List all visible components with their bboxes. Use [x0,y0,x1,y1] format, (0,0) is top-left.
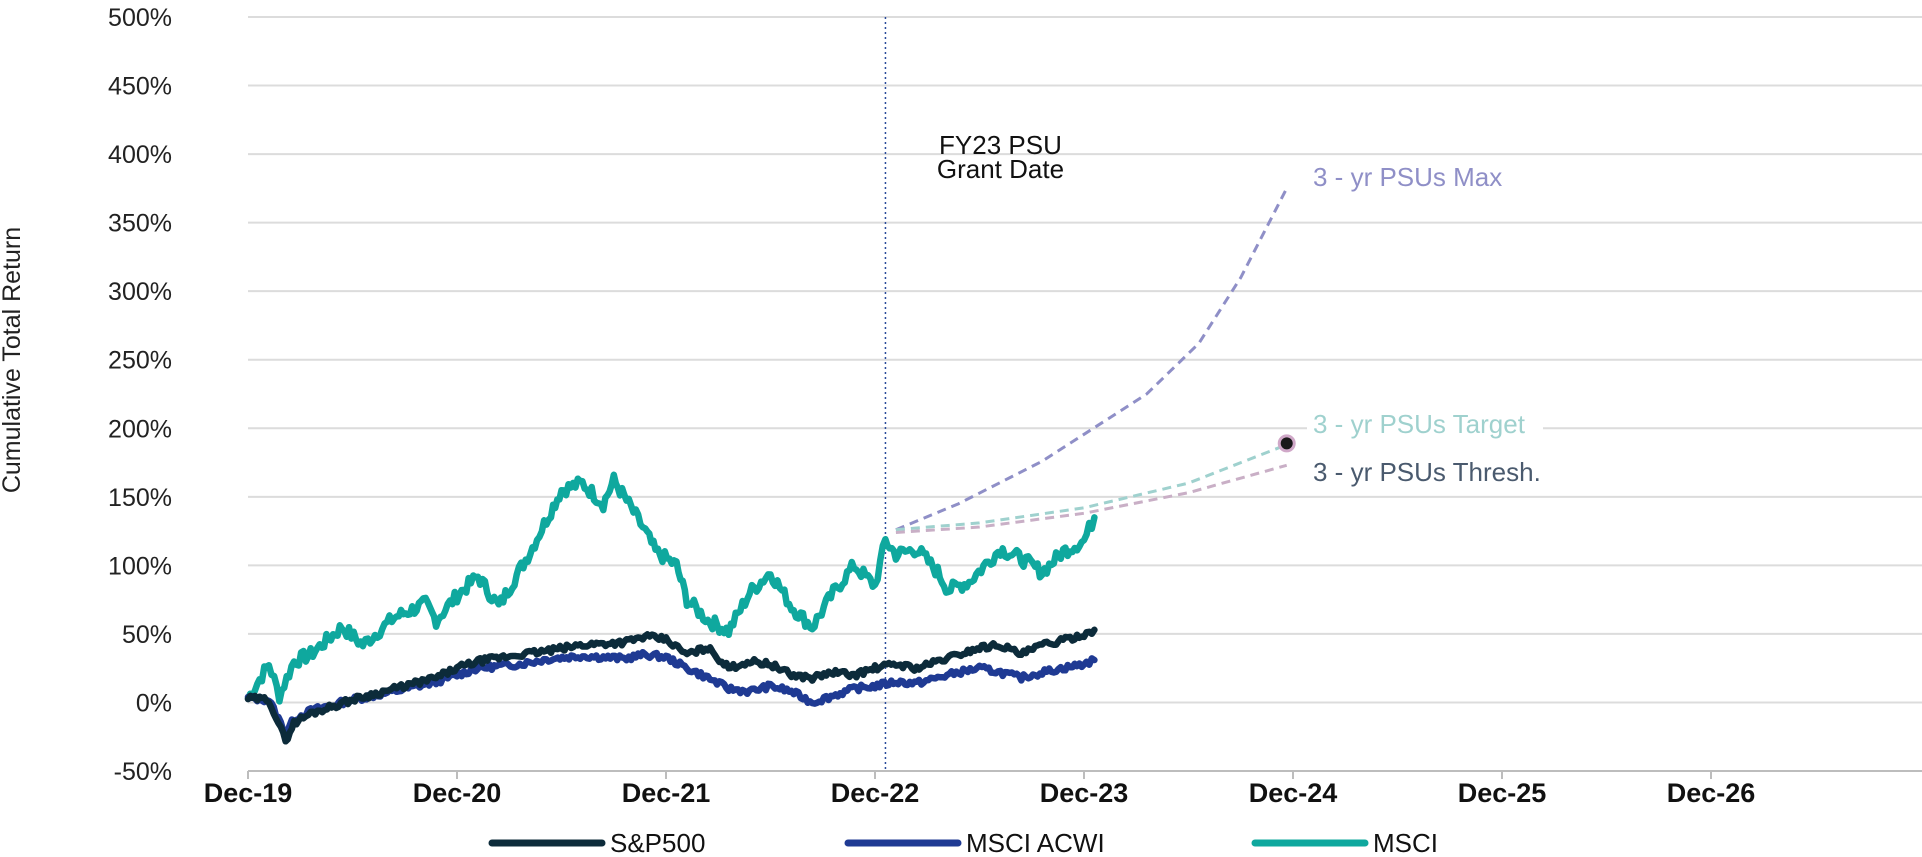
x-tick-label: Dec-26 [1667,778,1756,808]
x-tick-label: Dec-21 [622,778,711,808]
y-tick-label: 250% [108,347,172,375]
grant-date-label-line1: FY23 PSU [939,130,1062,160]
y-axis-ticks: -50% 0% 50% 100% 150% 200% 250% 300% 350% 400% 450… [108,4,172,786]
y-tick-label: 50% [122,621,172,649]
y-tick-label: -50% [114,758,172,786]
y-tick-label: 150% [108,484,172,512]
y-axis-label: Cumulative Total Return [0,227,26,493]
series-lines [244,471,1098,745]
projection-lines: 3 - yr PSUs Max 3 - yr PSUs Target 3 - yr … [895,162,1543,534]
x-axis-ticks: Dec-19 Dec-20 Dec-21 Dec-22 Dec-23 Dec-24 Dec-… [204,771,1756,808]
y-tick-label: 300% [108,278,172,306]
y-tick-label: 100% [108,552,172,580]
projection-label: 3 - yr PSUs Max [1313,162,1502,192]
x-tick-label: Dec-23 [1040,778,1129,808]
x-tick-label: Dec-24 [1249,778,1338,808]
y-tick-label: 450% [108,73,172,101]
series-line-msci [244,471,1098,705]
x-tick-label: Dec-22 [831,778,920,808]
x-tick-label: Dec-19 [204,778,293,808]
legend-label: S&P500 [610,828,705,857]
legend-label: MSCI ACWI [966,828,1105,857]
projection-label-bg [1307,409,1543,441]
legend-label: MSCI [1373,828,1438,857]
x-tick-label: Dec-20 [413,778,502,808]
gridlines [248,16,1922,772]
projection-label: 3 - yr PSUs Thresh. [1313,457,1541,487]
y-tick-label: 200% [108,415,172,443]
y-tick-label: 500% [108,4,172,32]
grant-date-label-line2: Grant Date [937,154,1064,184]
y-tick-label: 400% [108,141,172,169]
projection-label: 3 - yr PSUs Target [1313,409,1526,439]
series-line-s-p500 [244,626,1098,745]
target-marker [1277,434,1296,453]
projection-line [895,443,1288,532]
legend: S&P500 MSCI ACWI MSCI [488,828,1438,857]
projection-line [895,187,1289,532]
x-tick-label: Dec-25 [1458,778,1547,808]
y-tick-label: 350% [108,210,172,238]
y-tick-label: 0% [136,689,172,717]
